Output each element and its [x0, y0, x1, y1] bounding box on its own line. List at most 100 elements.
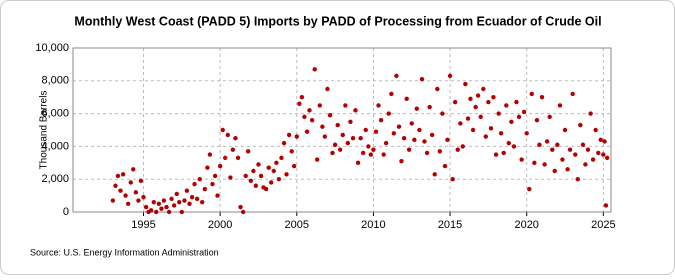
point	[458, 121, 463, 126]
point	[202, 186, 208, 192]
point	[496, 111, 501, 116]
y-tick-label: 2,000	[41, 173, 69, 185]
point	[598, 137, 603, 143]
point	[161, 198, 167, 203]
point	[297, 101, 302, 106]
point	[463, 81, 468, 87]
point	[424, 150, 430, 156]
point	[309, 117, 315, 123]
point	[493, 152, 499, 157]
point	[601, 152, 606, 157]
point	[289, 149, 294, 154]
point	[225, 132, 231, 138]
point	[435, 86, 440, 92]
point	[312, 67, 317, 72]
point	[376, 103, 381, 108]
point	[445, 137, 450, 143]
point	[593, 127, 598, 133]
point	[355, 160, 361, 165]
point	[570, 91, 575, 97]
point	[534, 117, 540, 123]
point	[304, 129, 310, 134]
point	[473, 104, 478, 110]
point	[337, 147, 343, 152]
x-tick-label: 2015	[438, 219, 462, 231]
point	[238, 204, 243, 210]
y-tick-label: 0	[63, 206, 69, 218]
point	[120, 172, 126, 177]
point	[557, 103, 563, 108]
point	[447, 73, 453, 79]
point	[552, 168, 557, 174]
point	[320, 124, 325, 129]
x-tick-label: 2020	[514, 219, 538, 231]
point	[220, 127, 225, 133]
point	[383, 140, 389, 146]
point	[419, 76, 425, 82]
point	[488, 126, 494, 131]
point	[368, 152, 374, 157]
point	[212, 173, 218, 179]
point	[330, 150, 335, 156]
point	[343, 103, 348, 108]
point	[401, 136, 407, 141]
point	[177, 199, 182, 205]
point	[284, 172, 289, 177]
point	[475, 93, 481, 98]
point	[539, 95, 545, 100]
point	[143, 204, 149, 210]
point	[248, 178, 254, 184]
point	[171, 203, 177, 208]
point	[159, 206, 164, 211]
point	[603, 203, 609, 208]
point	[156, 201, 162, 206]
point	[266, 165, 271, 170]
point	[340, 132, 345, 138]
point	[197, 177, 202, 182]
point	[491, 95, 496, 100]
point	[274, 160, 279, 165]
point	[547, 114, 552, 120]
point	[314, 157, 320, 162]
point	[302, 114, 307, 120]
point	[562, 127, 568, 133]
point	[465, 116, 471, 121]
point	[327, 113, 333, 118]
point	[217, 163, 223, 169]
point	[516, 114, 522, 120]
point	[514, 99, 519, 105]
chart-title: Monthly West Coast (PADD 5) Imports by P…	[74, 14, 601, 28]
point	[251, 168, 256, 174]
point	[585, 147, 591, 152]
point	[373, 129, 379, 134]
point	[486, 99, 491, 105]
point	[194, 196, 200, 202]
point	[555, 142, 560, 147]
point	[427, 104, 432, 110]
point	[414, 106, 419, 111]
point	[166, 209, 172, 215]
point	[560, 157, 565, 162]
point	[429, 132, 435, 138]
point	[245, 149, 251, 154]
point	[483, 134, 488, 139]
point	[550, 147, 555, 152]
point	[207, 152, 213, 157]
point	[567, 147, 573, 152]
point	[417, 127, 422, 133]
point	[371, 147, 376, 152]
point	[537, 142, 542, 147]
point	[440, 111, 445, 116]
plot-area	[72, 47, 612, 213]
point	[118, 188, 123, 193]
point	[437, 149, 442, 154]
point	[174, 191, 179, 197]
point	[192, 181, 197, 187]
point	[519, 157, 524, 162]
point	[470, 127, 476, 133]
point	[432, 172, 437, 177]
point	[381, 152, 386, 157]
point	[478, 114, 483, 120]
